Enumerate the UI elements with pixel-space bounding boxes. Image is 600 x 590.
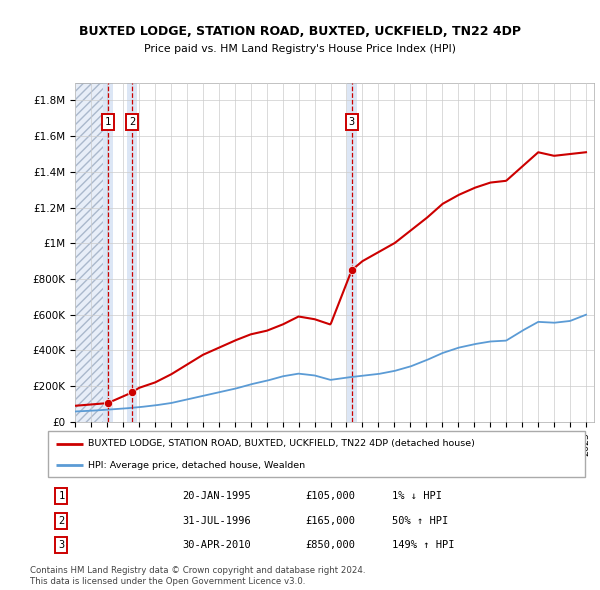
Point [347, 266, 356, 275]
Text: 30-APR-2010: 30-APR-2010 [182, 540, 251, 550]
Text: Price paid vs. HM Land Registry's House Price Index (HPI): Price paid vs. HM Land Registry's House … [144, 44, 456, 54]
Text: 1: 1 [58, 491, 65, 502]
Bar [75, 83, 108, 422]
Text: HPI: Average price, detached house, Wealden: HPI: Average price, detached house, Weal… [88, 461, 305, 470]
Text: BUXTED LODGE, STATION ROAD, BUXTED, UCKFIELD, TN22 4DP: BUXTED LODGE, STATION ROAD, BUXTED, UCKF… [79, 25, 521, 38]
Text: 2: 2 [129, 117, 135, 127]
FancyBboxPatch shape [48, 431, 585, 477]
Text: This data is licensed under the Open Government Licence v3.0.: This data is licensed under the Open Gov… [30, 577, 305, 586]
Text: 20-JAN-1995: 20-JAN-1995 [182, 491, 251, 502]
Text: 1: 1 [104, 117, 111, 127]
Text: BUXTED LODGE, STATION ROAD, BUXTED, UCKFIELD, TN22 4DP (detached house): BUXTED LODGE, STATION ROAD, BUXTED, UCKF… [88, 439, 475, 448]
Bar [127, 83, 137, 422]
Text: 31-JUL-1996: 31-JUL-1996 [182, 516, 251, 526]
Text: 149% ↑ HPI: 149% ↑ HPI [392, 540, 454, 550]
Text: 3: 3 [349, 117, 355, 127]
Text: 3: 3 [58, 540, 65, 550]
Text: £165,000: £165,000 [306, 516, 356, 526]
Bar [347, 83, 356, 422]
Text: £850,000: £850,000 [306, 540, 356, 550]
Text: 1% ↓ HPI: 1% ↓ HPI [392, 491, 442, 502]
Point [103, 398, 113, 408]
Text: £105,000: £105,000 [306, 491, 356, 502]
Text: 2: 2 [58, 516, 65, 526]
Text: Contains HM Land Registry data © Crown copyright and database right 2024.: Contains HM Land Registry data © Crown c… [30, 566, 365, 575]
Bar [103, 83, 113, 422]
Point [127, 388, 137, 397]
Text: 50% ↑ HPI: 50% ↑ HPI [392, 516, 448, 526]
